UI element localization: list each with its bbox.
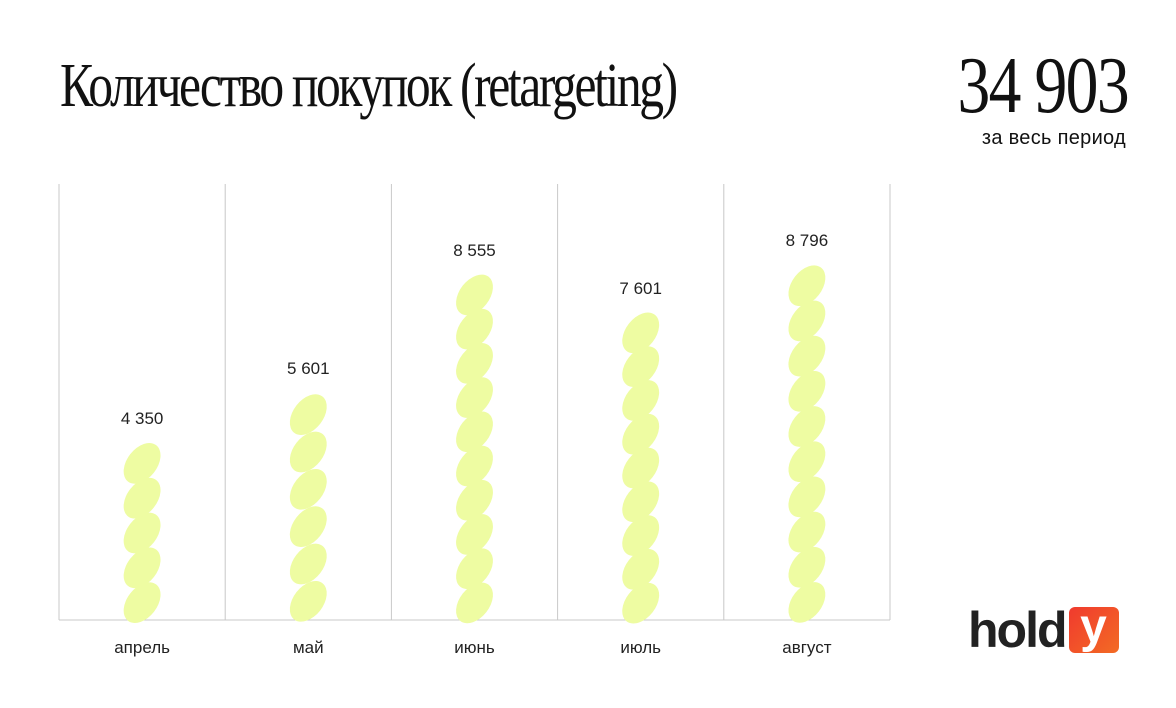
category-label: август <box>782 638 831 657</box>
bar-segment <box>456 411 493 453</box>
bar-segment <box>289 431 327 473</box>
bar-segment <box>788 476 826 518</box>
bar-segment <box>123 582 161 623</box>
bar-segment <box>622 380 660 421</box>
bar-segment <box>456 514 493 555</box>
bar-segment <box>289 394 327 435</box>
bar-segment <box>622 515 660 556</box>
bar-segment <box>289 580 327 622</box>
bar-segment <box>456 274 493 316</box>
category-label: июнь <box>454 638 495 657</box>
total-caption: за весь период <box>981 127 1126 149</box>
total-value: 34 903 <box>957 42 1129 130</box>
bar-segment <box>622 481 660 523</box>
bar-segment <box>622 447 660 489</box>
bar-segment <box>289 543 327 585</box>
bar-segment <box>622 346 660 387</box>
value-label: 8 796 <box>786 231 829 250</box>
bar-segment <box>788 546 826 588</box>
bar-segment <box>788 406 826 447</box>
value-label: 4 350 <box>121 409 164 428</box>
bar-segment <box>622 413 660 455</box>
bar-июль <box>622 312 660 624</box>
logo-badge: y <box>1068 603 1119 653</box>
bar-segment <box>456 548 493 590</box>
bar-segment <box>123 477 161 519</box>
value-label: 5 601 <box>287 359 330 378</box>
logo-wordmark: hold <box>968 602 1068 658</box>
bar-segment <box>456 479 493 521</box>
bar-segment <box>788 441 826 483</box>
bar-segment <box>289 468 327 510</box>
category-label: июль <box>620 638 661 657</box>
bar-segment <box>788 335 826 377</box>
holdy-logo: hold y <box>968 600 1119 660</box>
bar-август <box>788 265 826 623</box>
bar-май <box>289 394 327 622</box>
bar-segment <box>123 512 161 554</box>
bar-segment <box>456 343 493 384</box>
bar-segment <box>123 547 161 589</box>
bar-segment <box>622 548 660 590</box>
bar-segment <box>123 443 161 484</box>
bar-segment <box>788 370 826 412</box>
value-label: 7 601 <box>619 279 662 298</box>
bar-segment <box>456 582 493 624</box>
bar-segment <box>456 445 493 487</box>
bar-июнь <box>456 274 493 624</box>
bar-segment <box>788 265 826 307</box>
bar-segment <box>788 300 826 342</box>
bar-segment <box>622 312 660 354</box>
bar-segment <box>289 506 327 547</box>
bar-апрель <box>123 443 161 623</box>
category-label: май <box>293 638 324 657</box>
bar-segment <box>622 582 660 624</box>
category-label: апрель <box>114 638 170 657</box>
bar-segment <box>788 582 826 623</box>
chart-title: Количество покупок (retargeting) <box>60 52 678 120</box>
bar-segment <box>788 511 826 553</box>
bar-segment <box>456 308 493 350</box>
value-label: 8 555 <box>453 241 496 260</box>
bar-segment <box>456 377 493 418</box>
